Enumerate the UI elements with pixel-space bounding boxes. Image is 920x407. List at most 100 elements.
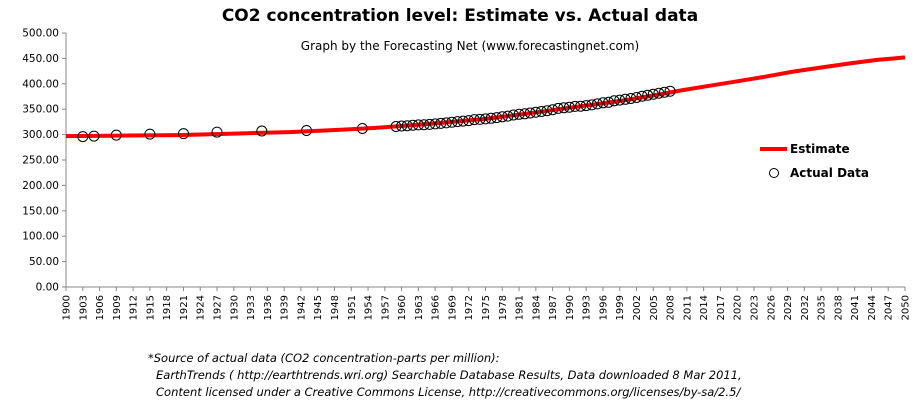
x-tick-label: 1996	[598, 295, 609, 320]
actual-data-point	[424, 118, 436, 130]
x-tick-label: 2044	[867, 295, 878, 320]
x-tick-label: 1972	[464, 295, 475, 320]
estimate-series	[65, 55, 906, 139]
x-tick-label: 2011	[682, 295, 693, 320]
actual-data-point	[491, 112, 503, 124]
x-tick-label: 2014	[699, 295, 710, 320]
x-tick-label: 1909	[112, 295, 123, 320]
actual-data-point	[418, 119, 430, 131]
actual-data-point	[563, 101, 575, 113]
actual-data-point	[569, 100, 581, 112]
actual-data-point	[110, 129, 122, 141]
actual-data-point	[614, 94, 626, 106]
y-tick-label: 300.00	[22, 129, 59, 141]
y-axis-ticks: 0.00 50.00 100.00 150.00 200.00 250.00 300.00 3…	[22, 28, 66, 294]
actual-data-point	[575, 100, 587, 112]
actual-data-point	[474, 113, 486, 125]
actual-data-point	[530, 106, 542, 118]
x-tick-label: 1990	[565, 295, 576, 320]
source-line-1: *Source of actual data (CO2 concentratio…	[148, 351, 500, 365]
x-tick-label: 1933	[246, 295, 257, 320]
chart-title: CO2 concentration level: Estimate vs. Ac…	[221, 6, 699, 26]
x-tick-label: 2050	[901, 295, 912, 320]
actual-data-point	[619, 93, 631, 105]
actual-data-point	[452, 116, 463, 128]
actual-data-point	[435, 117, 447, 129]
source-note: *Source of actual data (CO2 concentratio…	[148, 350, 908, 401]
actual-data-point	[446, 116, 458, 128]
actual-data-point	[390, 121, 402, 132]
actual-data-point	[664, 85, 676, 97]
actual-data-point	[412, 119, 424, 131]
actual-data-point	[642, 89, 654, 101]
actual-data-point	[586, 99, 598, 111]
actual-data-point	[463, 115, 475, 127]
actual-data-point	[502, 110, 514, 122]
actual-data-point	[401, 120, 413, 132]
actual-data-point	[211, 126, 223, 138]
actual-data-point	[591, 98, 603, 110]
x-tick-label: 2047	[884, 295, 895, 320]
actual-data-point	[468, 114, 480, 126]
x-tick-label: 1930	[229, 295, 240, 320]
actual-data-point	[485, 112, 497, 124]
x-tick-label: 2026	[766, 295, 777, 320]
y-tick-label: 450.00	[22, 53, 59, 65]
x-tick-label: 2002	[632, 295, 643, 320]
legend: Estimate Actual Data	[760, 142, 869, 180]
actual-data-point	[524, 107, 536, 119]
y-tick-label: 200.00	[22, 180, 59, 192]
x-tick-label: 1948	[330, 295, 341, 320]
x-tick-label: 2038	[833, 295, 844, 320]
actual-data-point	[659, 86, 670, 98]
x-tick-label: 1987	[548, 295, 559, 320]
x-tick-label: 1924	[196, 295, 207, 320]
x-tick-label: 1993	[582, 295, 593, 320]
actual-data-point	[144, 128, 156, 140]
actual-data-point	[301, 125, 312, 136]
x-tick-label: 1945	[313, 295, 324, 320]
x-tick-label: 1903	[78, 295, 89, 320]
axes	[65, 33, 905, 288]
x-tick-label: 1921	[179, 295, 190, 320]
x-tick-label: 2005	[649, 295, 660, 320]
actual-data-point	[608, 95, 620, 107]
y-tick-label: 50.00	[29, 256, 59, 268]
x-tick-label: 1999	[615, 295, 626, 320]
x-tick-label: 1981	[515, 295, 526, 320]
x-tick-label: 1984	[531, 295, 542, 320]
legend-actual-label: Actual Data	[790, 166, 869, 180]
x-tick-label: 1960	[397, 295, 408, 320]
actual-data-point	[513, 108, 525, 120]
actual-data-point	[552, 102, 564, 114]
x-tick-label: 1975	[481, 295, 492, 320]
x-tick-label: 2032	[800, 295, 811, 320]
y-tick-label: 500.00	[22, 28, 59, 40]
actual-data-point	[440, 117, 452, 129]
x-tick-label: 2017	[716, 295, 727, 320]
actual-data-point	[508, 109, 519, 121]
x-tick-label: 1954	[364, 295, 375, 320]
x-tick-label: 1966	[431, 295, 442, 320]
actual-data-point	[541, 105, 553, 117]
source-line-3: Content licensed under a Creative Common…	[156, 385, 741, 399]
actual-data-point	[636, 90, 648, 102]
x-tick-label: 1918	[162, 295, 173, 320]
x-tick-label: 1939	[280, 295, 291, 320]
y-tick-label: 350.00	[22, 104, 59, 116]
x-tick-label: 1951	[347, 295, 358, 320]
actual-data-point	[77, 131, 89, 143]
actual-data-point	[547, 104, 559, 116]
actual-data-point	[653, 87, 665, 99]
y-tick-label: 0.00	[36, 282, 59, 294]
source-line-2: EarthTrends ( http://earthtrends.wri.org…	[156, 368, 742, 382]
actual-data-point	[597, 97, 609, 109]
y-tick-label: 400.00	[22, 78, 59, 90]
actual-data-point	[647, 88, 659, 100]
x-tick-label: 2035	[817, 295, 828, 320]
x-tick-label: 2008	[666, 295, 677, 320]
actual-data-point	[580, 100, 592, 112]
y-tick-label: 100.00	[22, 231, 59, 243]
actual-data-point	[429, 118, 441, 130]
